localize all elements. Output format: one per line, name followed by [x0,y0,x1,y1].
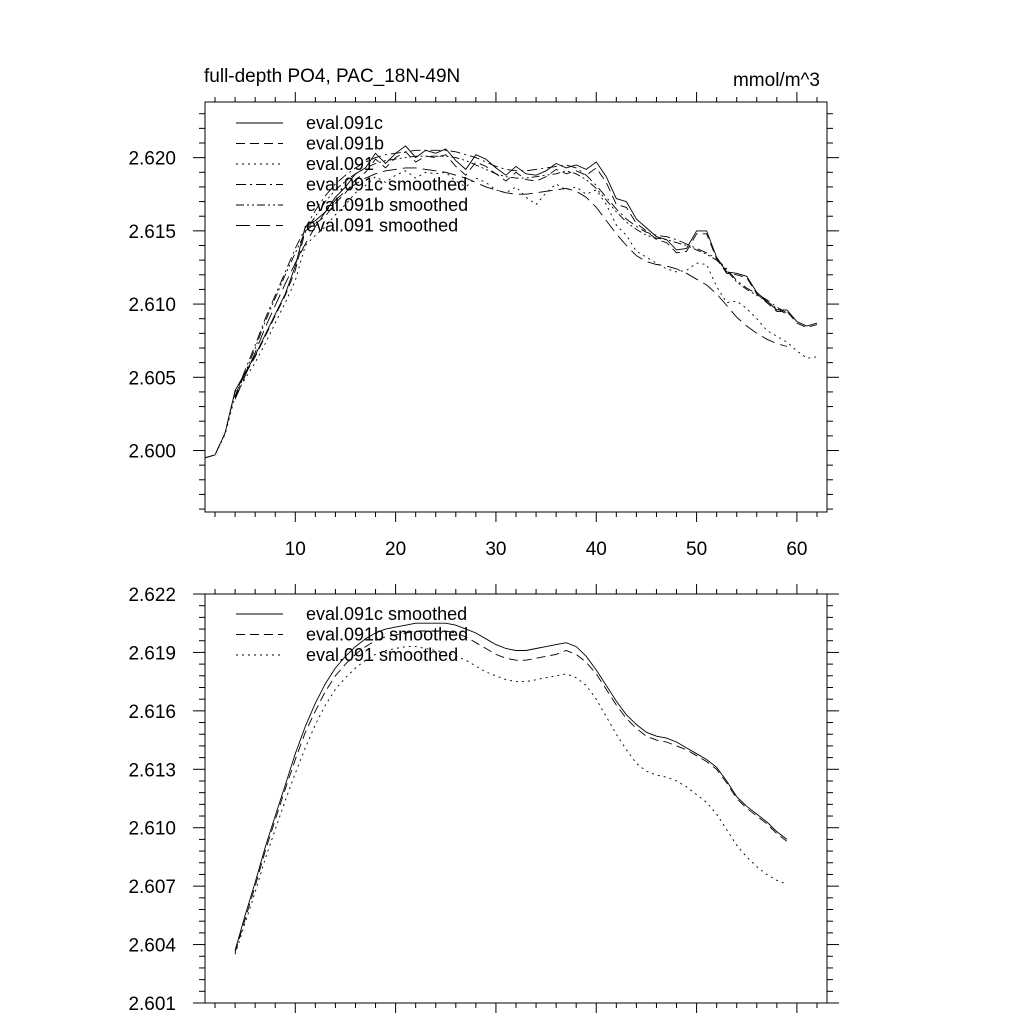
y-tick-label: 2.601 [128,994,176,1015]
legend-label: eval.091 smoothed [306,645,458,665]
y-tick-label: 2.620 [128,149,176,170]
legend-label: eval.091 smoothed [306,216,458,236]
y-tick-label: 2.605 [128,368,176,389]
x-tick-label: 20 [385,539,406,560]
series-line [204,170,818,459]
top-panel-units: mmol/m^3 [733,70,820,91]
legend-label: eval.091c [306,113,383,133]
legend-label: eval.091b smoothed [306,625,468,645]
y-tick-label: 2.600 [128,442,176,463]
top-panel-title: full-depth PO4, PAC_18N-49N [204,66,460,87]
series-line [234,155,788,398]
legend-label: eval.091b smoothed [306,195,468,215]
series-line [234,622,788,951]
x-tick-label: 50 [686,539,707,560]
y-tick-label: 2.610 [128,819,176,840]
y-tick-label: 2.622 [128,585,176,606]
x-tick-label: 60 [786,539,807,560]
bottom-panel: 2.601 2.604 2.607 2.610 2.613 2.616 2.619 2.622… [128,584,839,1015]
series-line [234,167,788,400]
x-tick-label: 30 [485,539,506,560]
legend-label: eval.091b [306,134,384,154]
series-line [234,646,788,955]
y-tick-label: 2.613 [128,760,176,781]
x-tick-label: 40 [586,539,607,560]
series-line [234,149,788,397]
legend-label: eval.091 [306,154,374,174]
y-tick-label: 2.615 [128,222,176,243]
x-tick-label: 10 [285,539,306,560]
series-line [234,630,788,953]
top-panel: full-depth PO4, PAC_18N-49N mmol/m^3 10 2… [128,66,839,560]
y-tick-label: 2.616 [128,702,176,723]
legend-label: eval.091c smoothed [306,604,467,624]
series-line [204,151,818,459]
legend-label: eval.091c smoothed [306,175,467,195]
y-tick-label: 2.604 [128,936,176,957]
y-tick-label: 2.607 [128,877,176,898]
y-tick-label: 2.619 [128,643,176,664]
y-tick-label: 2.610 [128,295,176,316]
